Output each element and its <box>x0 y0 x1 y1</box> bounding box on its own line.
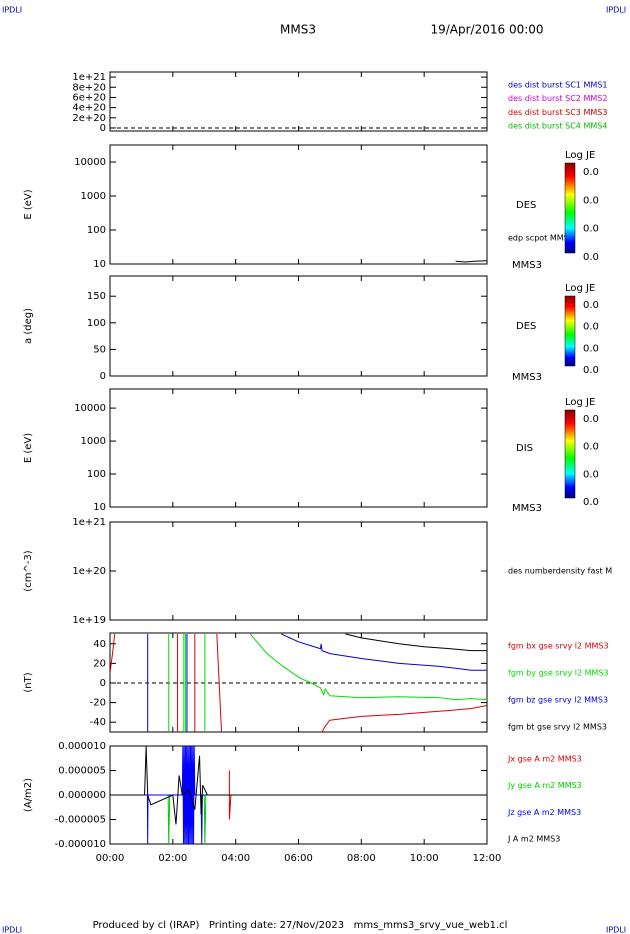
x-tick-label: 02:00 <box>158 853 187 864</box>
legend-label: fgm bt gse srvy l2 MMS3 <box>508 723 607 732</box>
y-tick-label: -0.000005 <box>55 815 106 826</box>
instrument-label: DES <box>516 321 536 332</box>
y-tick-label: 100 <box>87 225 106 236</box>
mission: MMS3 <box>280 23 316 37</box>
legend-label: des dist burst SC4 MMS4 <box>508 122 607 131</box>
y-axis-label: E (eV) <box>23 433 34 463</box>
y-axis-label: E (eV) <box>23 189 34 219</box>
y-tick-label: 10 <box>93 259 106 270</box>
y-tick-label: 1000 <box>81 436 106 447</box>
colorbar-title: Log JE <box>565 150 595 161</box>
legend-label: Jx gse A m2 MMS3 <box>507 755 582 764</box>
legend-label: fgm by gse srvy l2 MMS3 <box>508 669 609 678</box>
x-tick-label: 04:00 <box>221 853 250 864</box>
legend-label: Jz gse A m2 MMS3 <box>507 808 581 817</box>
legend-label: fgm bz gse srvy l2 MMS3 <box>508 696 608 705</box>
y-tick-label: 4e+20 <box>72 103 106 114</box>
spacecraft-label: MMS3 <box>512 503 542 514</box>
legend-label: Jy gse A m2 MMS3 <box>507 781 582 790</box>
colorbar-tick-label: 0.0 <box>583 497 599 508</box>
y-tick-label: 0.000005 <box>58 766 106 777</box>
colorbar-tick-label: 0.0 <box>583 442 599 453</box>
data-line <box>147 633 487 732</box>
colorbar-tick-label: 0.0 <box>583 224 599 235</box>
y-tick-label: 0 <box>100 371 106 382</box>
y-tick-label: 50 <box>93 344 106 355</box>
colorbar-tick-label: 0.0 <box>583 300 599 311</box>
y-tick-label: 100 <box>87 318 106 329</box>
data-line <box>110 746 487 825</box>
x-tick-label: 06:00 <box>284 853 313 864</box>
footer: Produced by cl (IRAP) Printing date: 27/… <box>93 920 508 931</box>
date: 19/Apr/2016 00:00 <box>430 23 543 37</box>
colorbar-tick-label: 0.0 <box>583 167 599 178</box>
legend-label: des dist burst SC2 MMS2 <box>508 94 607 103</box>
y-tick-label: 10000 <box>74 403 106 414</box>
colorbar-tick-label: 0.0 <box>583 469 599 480</box>
y-tick-label: -20 <box>90 698 106 709</box>
y-tick-label: 40 <box>93 639 106 650</box>
data-line <box>168 633 487 732</box>
brand: IPDLI <box>2 926 22 934</box>
colorbar <box>564 295 576 367</box>
instrument-label: DES <box>516 200 536 211</box>
legend-label: des numberdensity fast M <box>508 567 612 576</box>
y-tick-label: 8e+20 <box>72 82 106 93</box>
y-tick-label: 6e+20 <box>72 92 106 103</box>
y-tick-label: 1e+21 <box>72 72 106 83</box>
x-tick-label: 12:00 <box>473 853 502 864</box>
y-tick-label: 20 <box>93 658 106 669</box>
colorbar <box>564 409 576 499</box>
colorbar-title: Log JE <box>565 283 595 294</box>
instrument-label: DIS <box>516 443 533 454</box>
spacecraft-label: MMS3 <box>512 260 542 271</box>
y-tick-label: 150 <box>87 291 106 302</box>
colorbar-tick-label: 0.0 <box>583 414 599 425</box>
y-tick-label: -0.000010 <box>55 839 106 850</box>
colorbar-tick-label: 0.0 <box>583 252 599 263</box>
y-tick-label: 0.000010 <box>58 741 106 752</box>
y-tick-label: 1e+20 <box>72 566 106 577</box>
y-tick-label: -40 <box>90 717 106 728</box>
y-tick-label: 1000 <box>81 191 106 202</box>
colorbar <box>564 162 576 254</box>
data-line <box>455 260 487 263</box>
y-tick-label: 10000 <box>74 157 106 168</box>
legend-label: des dist burst SC1 MMS1 <box>508 81 607 90</box>
colorbar-tick-label: 0.0 <box>583 195 599 206</box>
y-tick-label: 0 <box>100 123 106 134</box>
y-tick-label: 10 <box>93 502 106 513</box>
data-line <box>110 633 487 732</box>
y-tick-label: 0.000000 <box>58 790 106 801</box>
y-tick-label: 100 <box>87 469 106 480</box>
x-tick-label: 00:00 <box>96 853 125 864</box>
y-tick-label: 1e+19 <box>72 615 106 626</box>
legend-label: des dist burst SC3 MMS3 <box>508 108 607 117</box>
colorbar-tick-label: 0.0 <box>583 343 599 354</box>
y-tick-label: 2e+20 <box>72 113 106 124</box>
y-tick-label: 0 <box>100 678 106 689</box>
y-tick-label: 1e+21 <box>72 517 106 528</box>
brand: IPDLI <box>606 926 626 934</box>
data-line <box>110 746 487 844</box>
spacecraft-label: MMS3 <box>512 372 542 383</box>
x-tick-label: 08:00 <box>347 853 376 864</box>
y-axis-label: (A/m2) <box>23 778 34 812</box>
legend-label: edp scpot MMS3 <box>508 234 574 243</box>
y-axis-label: (nT) <box>23 672 34 692</box>
brand: IPDLI <box>606 6 626 15</box>
y-axis-label: (cm^-3) <box>23 550 34 591</box>
y-axis-label: a (deg) <box>23 308 34 344</box>
colorbar-tick-label: 0.0 <box>583 322 599 333</box>
brand: IPDLI <box>2 6 22 15</box>
colorbar-tick-label: 0.0 <box>583 365 599 376</box>
x-tick-label: 10:00 <box>410 853 439 864</box>
colorbar-title: Log JE <box>565 397 595 408</box>
legend-label: fgm bx gse srvy l2 MMS3 <box>508 642 609 651</box>
data-line <box>345 633 487 652</box>
legend-label: J A m2 MMS3 <box>507 835 560 844</box>
